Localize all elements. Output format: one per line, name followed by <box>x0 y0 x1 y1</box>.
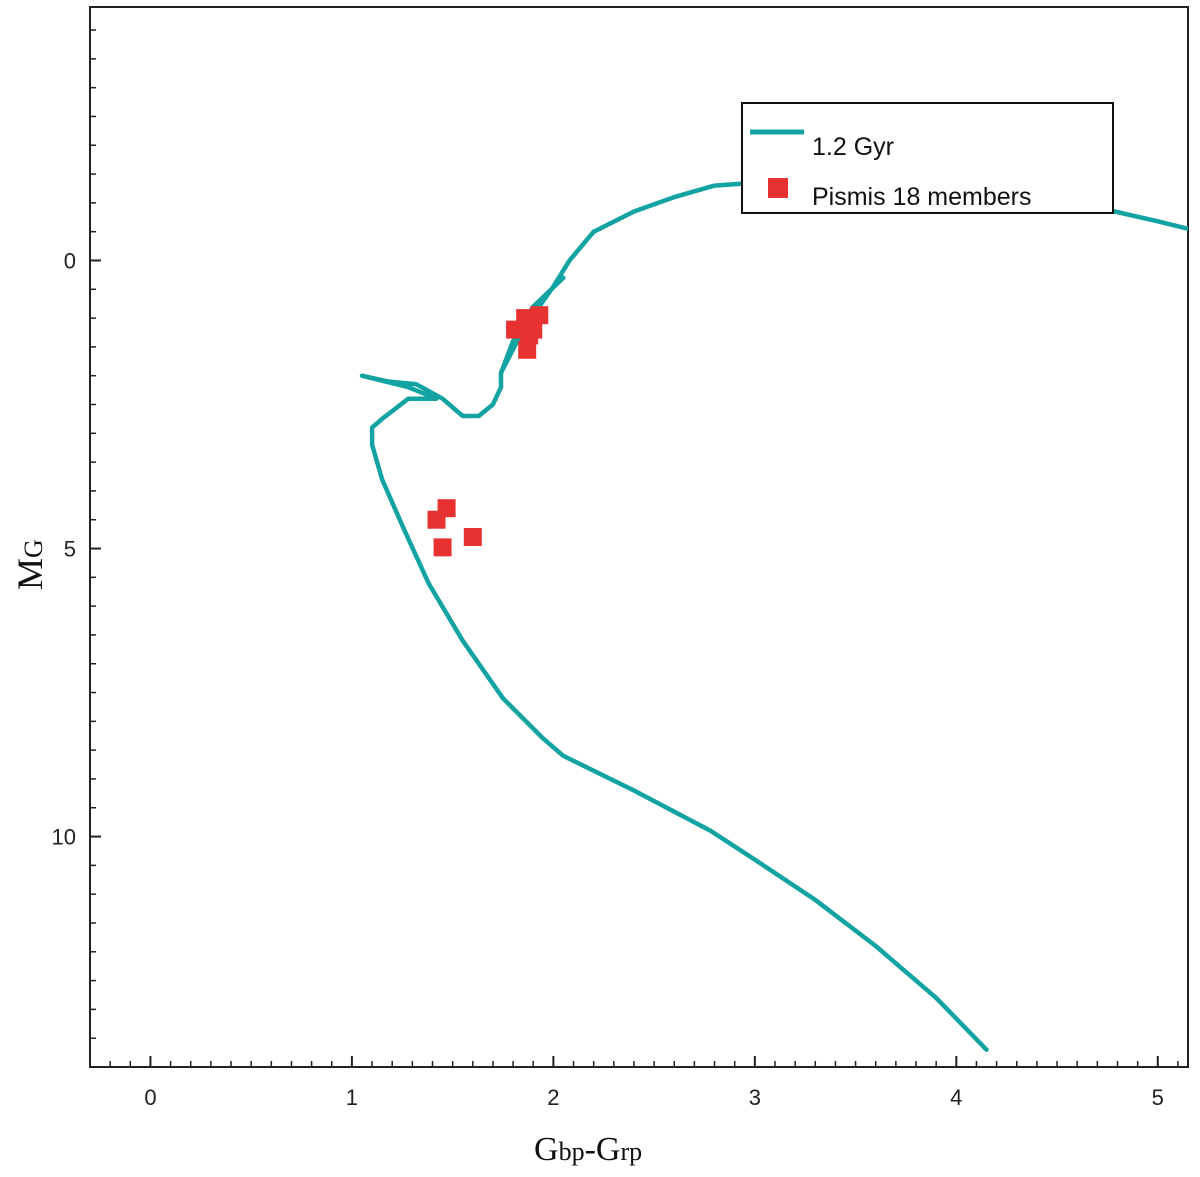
legend-label-members: Pismis 18 members <box>812 183 1032 211</box>
y-tick-label: 0 <box>64 248 76 273</box>
x-axis: 0 1 2 3 4 5 <box>144 1056 1164 1110</box>
isochrone-line <box>359 275 989 1052</box>
y-axis-title-main: M <box>10 558 50 590</box>
x-axis-title-main: G <box>534 1131 559 1168</box>
minor-ticks <box>90 29 1179 1067</box>
y-axis-title: MG <box>10 539 50 590</box>
x-tick-label: 3 <box>749 1085 761 1110</box>
x-tick-label: 2 <box>547 1085 559 1110</box>
x-tick-label: 1 <box>346 1085 358 1110</box>
member-point <box>463 528 482 546</box>
y-axis-title-sub: G <box>19 539 48 558</box>
member-point <box>437 499 456 518</box>
y-tick-label: 10 <box>52 825 76 850</box>
x-axis-title: Gbp-Grp <box>534 1131 642 1168</box>
points-group <box>427 306 549 557</box>
legend-marker-members <box>768 178 788 198</box>
x-tick-label: 5 <box>1152 1085 1164 1110</box>
x-axis-title-sub1: bp <box>559 1137 585 1166</box>
x-tick-label: 4 <box>950 1085 962 1110</box>
legend: 1.2 Gyr Pismis 18 members <box>741 102 1114 214</box>
y-tick-label: 5 <box>64 537 76 562</box>
x-axis-title-sep: -G <box>585 1131 621 1168</box>
legend-box <box>741 102 1114 214</box>
member-point <box>433 538 452 557</box>
member-point <box>518 340 537 359</box>
x-tick-label: 0 <box>144 1085 156 1110</box>
member-point <box>524 320 543 339</box>
legend-label-isochrone: 1.2 Gyr <box>812 133 894 161</box>
member-point <box>530 306 549 325</box>
x-axis-title-sub2: rp <box>620 1137 642 1166</box>
y-axis: 0 5 10 <box>52 248 101 850</box>
